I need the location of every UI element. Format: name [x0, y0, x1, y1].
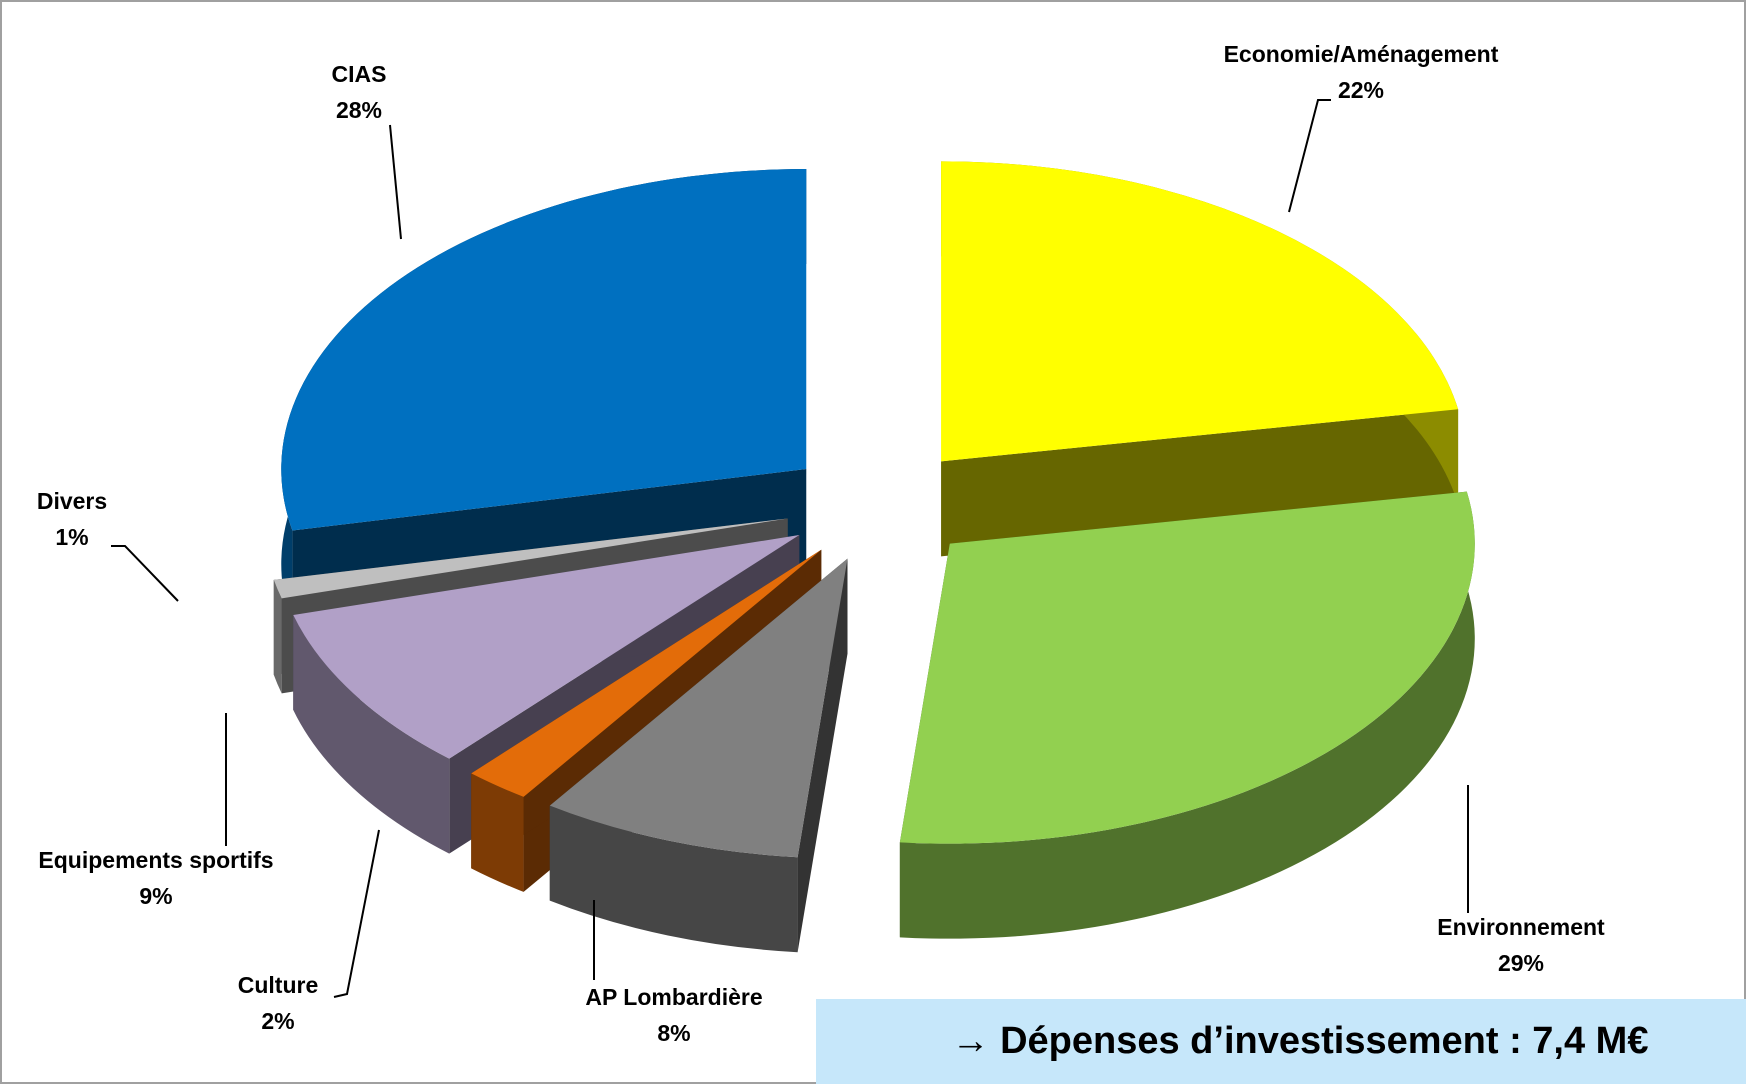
slice-wall: [293, 614, 450, 854]
slice-top: [273, 518, 788, 599]
slice-wall: [273, 579, 282, 694]
slice-top: [471, 549, 822, 797]
slice: [549, 558, 848, 953]
value-label: 8%: [657, 1020, 690, 1046]
slice-top: [899, 491, 1475, 844]
leader-line: [111, 545, 179, 602]
category-label: Environnement: [1437, 914, 1605, 940]
category-label: Economie/Aménagement: [1224, 41, 1499, 67]
slice-top: [941, 161, 1459, 462]
category-label: Culture: [238, 972, 319, 998]
leader-line: [389, 124, 402, 240]
value-label: 28%: [336, 97, 382, 123]
slice-side: [941, 409, 1459, 557]
category-label: AP Lombardière: [585, 984, 762, 1010]
annotation: → Dépenses d’investissement : 7,4 M€: [952, 1020, 1649, 1062]
value-label: 29%: [1498, 950, 1544, 976]
slice-wall: [549, 805, 798, 953]
slice: [899, 491, 1475, 939]
category-label: Equipements sportifs: [38, 847, 273, 873]
value-label: 2%: [261, 1008, 294, 1034]
slice-wall: [471, 773, 524, 892]
value-label: 22%: [1338, 77, 1384, 103]
category-label: CIAS: [332, 61, 387, 87]
category-label: Divers: [37, 488, 107, 514]
value-label: 1%: [55, 524, 88, 550]
slice-top: [549, 558, 848, 858]
slice-wall: [899, 491, 1475, 939]
leader-line: [333, 829, 380, 998]
slice-top: [281, 169, 807, 531]
slice: [941, 161, 1459, 557]
leader-line: [1288, 99, 1331, 213]
value-label: 9%: [139, 883, 172, 909]
slice-side: [471, 549, 822, 869]
annotation-box: [816, 999, 1746, 1084]
slice-top: [293, 535, 800, 759]
pie: [273, 161, 1475, 953]
